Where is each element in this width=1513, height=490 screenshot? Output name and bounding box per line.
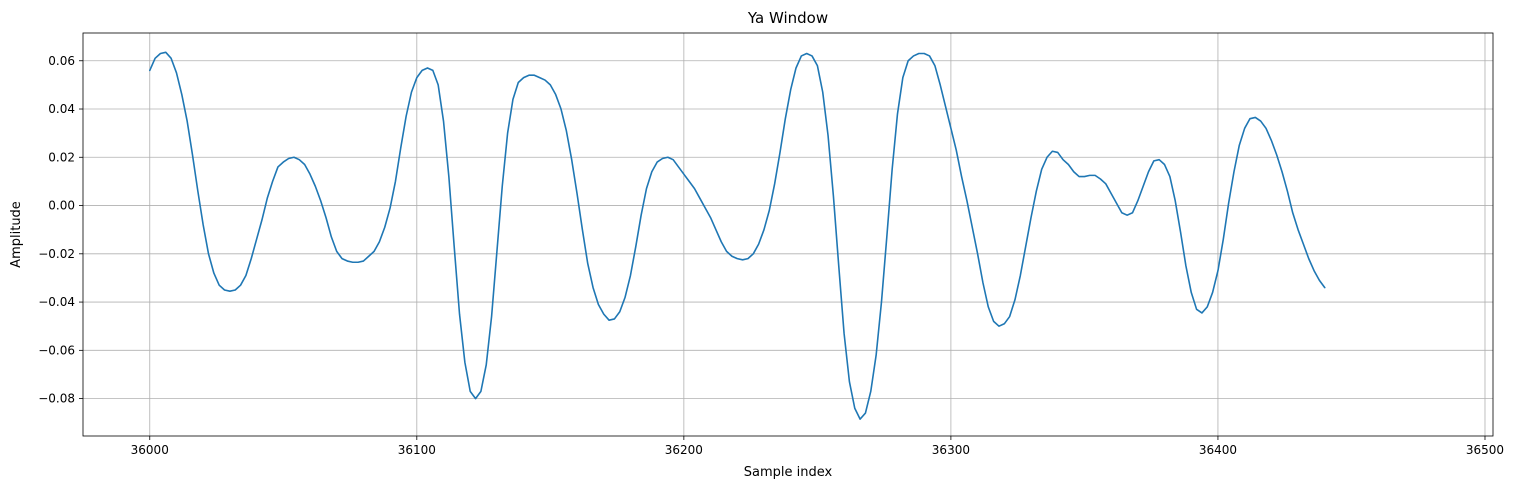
y-tick-label: 0.00 [48, 199, 75, 213]
y-tick-label: 0.06 [48, 54, 75, 68]
series-line-0 [148, 51, 1326, 420]
x-tick-label: 36500 [1466, 443, 1504, 457]
y-tick-label: −0.04 [38, 295, 75, 309]
y-tick-label: 0.04 [48, 102, 75, 116]
y-tick-label: 0.02 [48, 150, 75, 164]
x-tick-label: 36200 [665, 443, 703, 457]
x-axis-label: Sample index [744, 465, 833, 480]
x-tick-label: 36100 [398, 443, 436, 457]
y-tick-label: −0.06 [38, 343, 75, 357]
y-axis-ticks: −0.08 −0.06 −0.04 −0.02 0.00 0.02 0.04 0.06 [38, 54, 83, 406]
series-layer [148, 51, 1326, 420]
chart-title: Ya Window [747, 9, 828, 27]
grid-lines [83, 33, 1493, 436]
x-axis-ticks: 36000 36100 36200 36300 36400 36500 [131, 436, 1504, 457]
y-tick-label: −0.08 [38, 392, 75, 406]
x-tick-label: 36400 [1199, 443, 1237, 457]
y-axis-label: Amplitude [9, 201, 24, 268]
x-tick-label: 36300 [932, 443, 970, 457]
plot-frame [82, 32, 1494, 437]
x-tick-label: 36000 [131, 443, 169, 457]
y-tick-label: −0.02 [38, 247, 75, 261]
